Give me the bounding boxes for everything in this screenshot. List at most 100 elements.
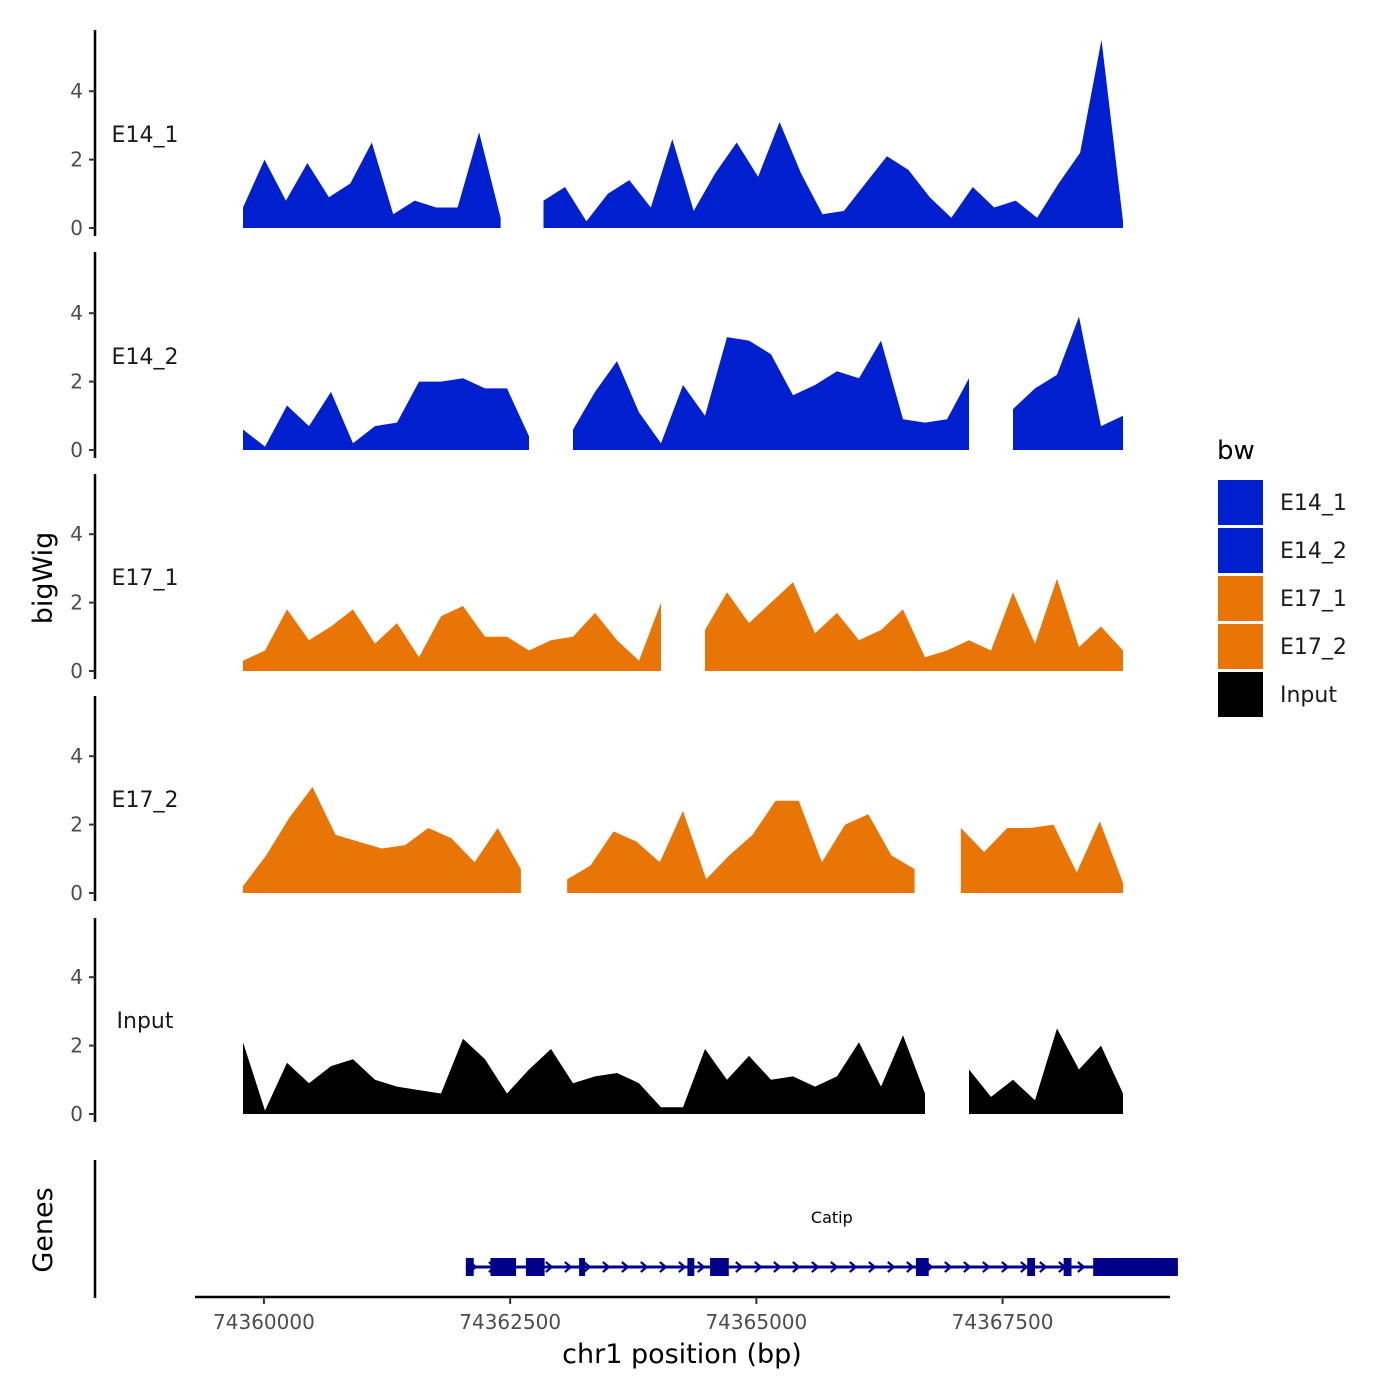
coverage-area-e14-2 — [1013, 316, 1123, 450]
track-e14-1: 0 2 4 E14_1 — [70, 30, 1123, 240]
track-input: 0 2 4 Input — [70, 918, 1123, 1126]
y-tick-label: 4 — [70, 79, 83, 103]
track-label: E14_2 — [112, 345, 179, 370]
coverage-area-input — [969, 1028, 1123, 1114]
strand-arrow — [1001, 1261, 1010, 1273]
y-tick-label: 4 — [70, 744, 83, 768]
y-tick-label: 4 — [70, 301, 83, 325]
y-tick-label: 4 — [70, 522, 83, 546]
legend-swatch — [1218, 672, 1263, 717]
strand-arrow — [1077, 1261, 1086, 1273]
strand-arrow — [697, 1261, 706, 1273]
y-tick-label: 2 — [70, 813, 83, 837]
y-axis-title: bigWig — [28, 532, 59, 625]
coverage-area-e14-2 — [243, 378, 529, 450]
legend-swatch — [1218, 528, 1263, 573]
gene-exon — [465, 1258, 474, 1276]
strand-arrow — [792, 1261, 801, 1273]
legend-label: E14_2 — [1280, 539, 1347, 564]
legend-label: E14_1 — [1280, 491, 1347, 516]
y-tick-label: 0 — [70, 1102, 83, 1126]
coverage-area-e17-2 — [567, 800, 915, 893]
y-tick-label: 2 — [70, 148, 83, 172]
gene-exon — [710, 1258, 729, 1276]
strand-arrow — [659, 1261, 668, 1273]
gene-exon — [1027, 1258, 1036, 1276]
coverage-area-e14-2 — [573, 337, 969, 450]
track-e14-2: 0 2 4 E14_2 — [70, 252, 1123, 462]
track-e17-1: 0 2 4 E17_1 — [70, 474, 1123, 683]
track-panels: 0 2 4 E14_1 0 2 4 E14_2 0 2 4 E17_1 0 2 4 E17_2 0 2 4 Input — [70, 30, 1123, 1126]
y-tick-label: 0 — [70, 438, 83, 462]
strand-arrow — [1039, 1261, 1048, 1273]
strand-arrow — [1020, 1261, 1029, 1273]
strand-arrow — [830, 1261, 839, 1273]
coverage-area-e17-1 — [243, 602, 661, 671]
coverage-area-e17-2 — [960, 821, 1123, 893]
coverage-area-e14-1 — [243, 132, 501, 228]
track-label: E17_1 — [112, 566, 179, 591]
legend-label: E17_1 — [1280, 587, 1347, 612]
legend-entry: E17_2 — [1218, 624, 1347, 669]
x-tick-label: 74362500 — [459, 1310, 561, 1334]
legend-swatch — [1218, 576, 1263, 621]
strand-arrow — [811, 1261, 820, 1273]
strand-arrow — [754, 1261, 763, 1273]
strand-arrow — [678, 1261, 687, 1273]
strand-arrow — [602, 1261, 611, 1273]
strand-arrow — [545, 1261, 554, 1273]
genes-panel: Catip — [93, 1160, 1178, 1298]
legend-label: E17_2 — [1280, 635, 1347, 660]
strand-arrow — [868, 1261, 877, 1273]
legend-entry: Input — [1218, 672, 1337, 717]
gene-exon — [490, 1258, 517, 1276]
y-tick-label: 0 — [70, 881, 83, 905]
legend: bw E14_1 E14_2 E17_1 E17_2 Input — [1217, 436, 1347, 717]
gene-exon — [1063, 1258, 1072, 1276]
strand-arrow — [982, 1261, 991, 1273]
gene-exon — [1093, 1258, 1178, 1276]
strand-arrow — [963, 1261, 972, 1273]
y-tick-label: 2 — [70, 370, 83, 394]
strand-arrow — [773, 1261, 782, 1273]
gene-name-label: Catip — [811, 1208, 853, 1227]
coverage-area-input — [243, 1035, 925, 1114]
track-e17-2: 0 2 4 E17_2 — [70, 696, 1123, 905]
y-tick-label: 0 — [70, 216, 83, 240]
strand-arrow — [849, 1261, 858, 1273]
coverage-area-e14-1 — [543, 39, 1123, 229]
strand-arrow — [621, 1261, 630, 1273]
x-tick-label: 74360000 — [213, 1310, 315, 1334]
gene-exon — [915, 1258, 929, 1276]
strand-arrow — [735, 1261, 744, 1273]
strand-arrow — [944, 1261, 953, 1273]
x-axis: 74360000 74362500 74365000 74367500 — [195, 1295, 1170, 1334]
legend-title: bw — [1217, 436, 1255, 466]
x-tick-label: 74365000 — [705, 1310, 807, 1334]
strand-arrow — [640, 1261, 649, 1273]
coverage-area-e17-1 — [705, 578, 1123, 671]
legend-swatch — [1218, 480, 1263, 525]
x-axis-title: chr1 position (bp) — [562, 1339, 802, 1370]
legend-entry: E14_1 — [1218, 480, 1347, 525]
genes-axis-title: Genes — [28, 1187, 59, 1272]
legend-label: Input — [1280, 683, 1337, 708]
legend-entry: E14_2 — [1218, 528, 1347, 573]
y-tick-label: 4 — [70, 965, 83, 989]
gene-exon — [579, 1258, 586, 1276]
track-label: E14_1 — [112, 123, 179, 148]
track-label: Input — [117, 1009, 174, 1034]
coverage-area-e17-2 — [243, 787, 521, 893]
legend-swatch — [1218, 624, 1263, 669]
y-tick-label: 0 — [70, 659, 83, 683]
y-tick-label: 2 — [70, 591, 83, 615]
gene-exon — [525, 1258, 545, 1276]
strand-arrow — [906, 1261, 915, 1273]
legend-entry: E17_1 — [1218, 576, 1347, 621]
y-tick-label: 2 — [70, 1034, 83, 1058]
strand-arrow — [564, 1261, 573, 1273]
gene-exon — [687, 1258, 695, 1276]
strand-arrow — [887, 1261, 896, 1273]
gene-catip: Catip — [465, 1208, 1178, 1276]
